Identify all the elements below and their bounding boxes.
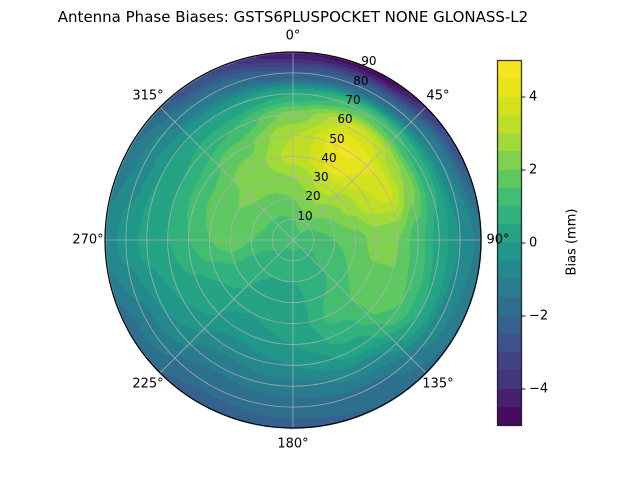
- polar-grid-spoke: [292, 106, 427, 241]
- chart-title: Antenna Phase Biases: GSTS6PLUSPOCKET NO…: [57, 8, 529, 26]
- polar-grid-circle: [209, 156, 377, 324]
- polar-grid-spoke: [159, 239, 294, 374]
- polar-grid-circle: [271, 218, 315, 262]
- polar-axis-outline: [104, 51, 482, 429]
- polar-grid-circle: [188, 135, 398, 345]
- polar-grid-spoke: [292, 239, 427, 374]
- polar-grid-spoke: [159, 106, 294, 241]
- polar-grid-circle: [125, 72, 461, 408]
- polar-grid-circle: [146, 93, 440, 387]
- polar-grid-circle: [167, 114, 419, 366]
- colorbar-axis-label: Bias (mm): [564, 208, 580, 276]
- polar-grid-circle: [229, 176, 357, 304]
- polar-grid-circle: [250, 197, 336, 283]
